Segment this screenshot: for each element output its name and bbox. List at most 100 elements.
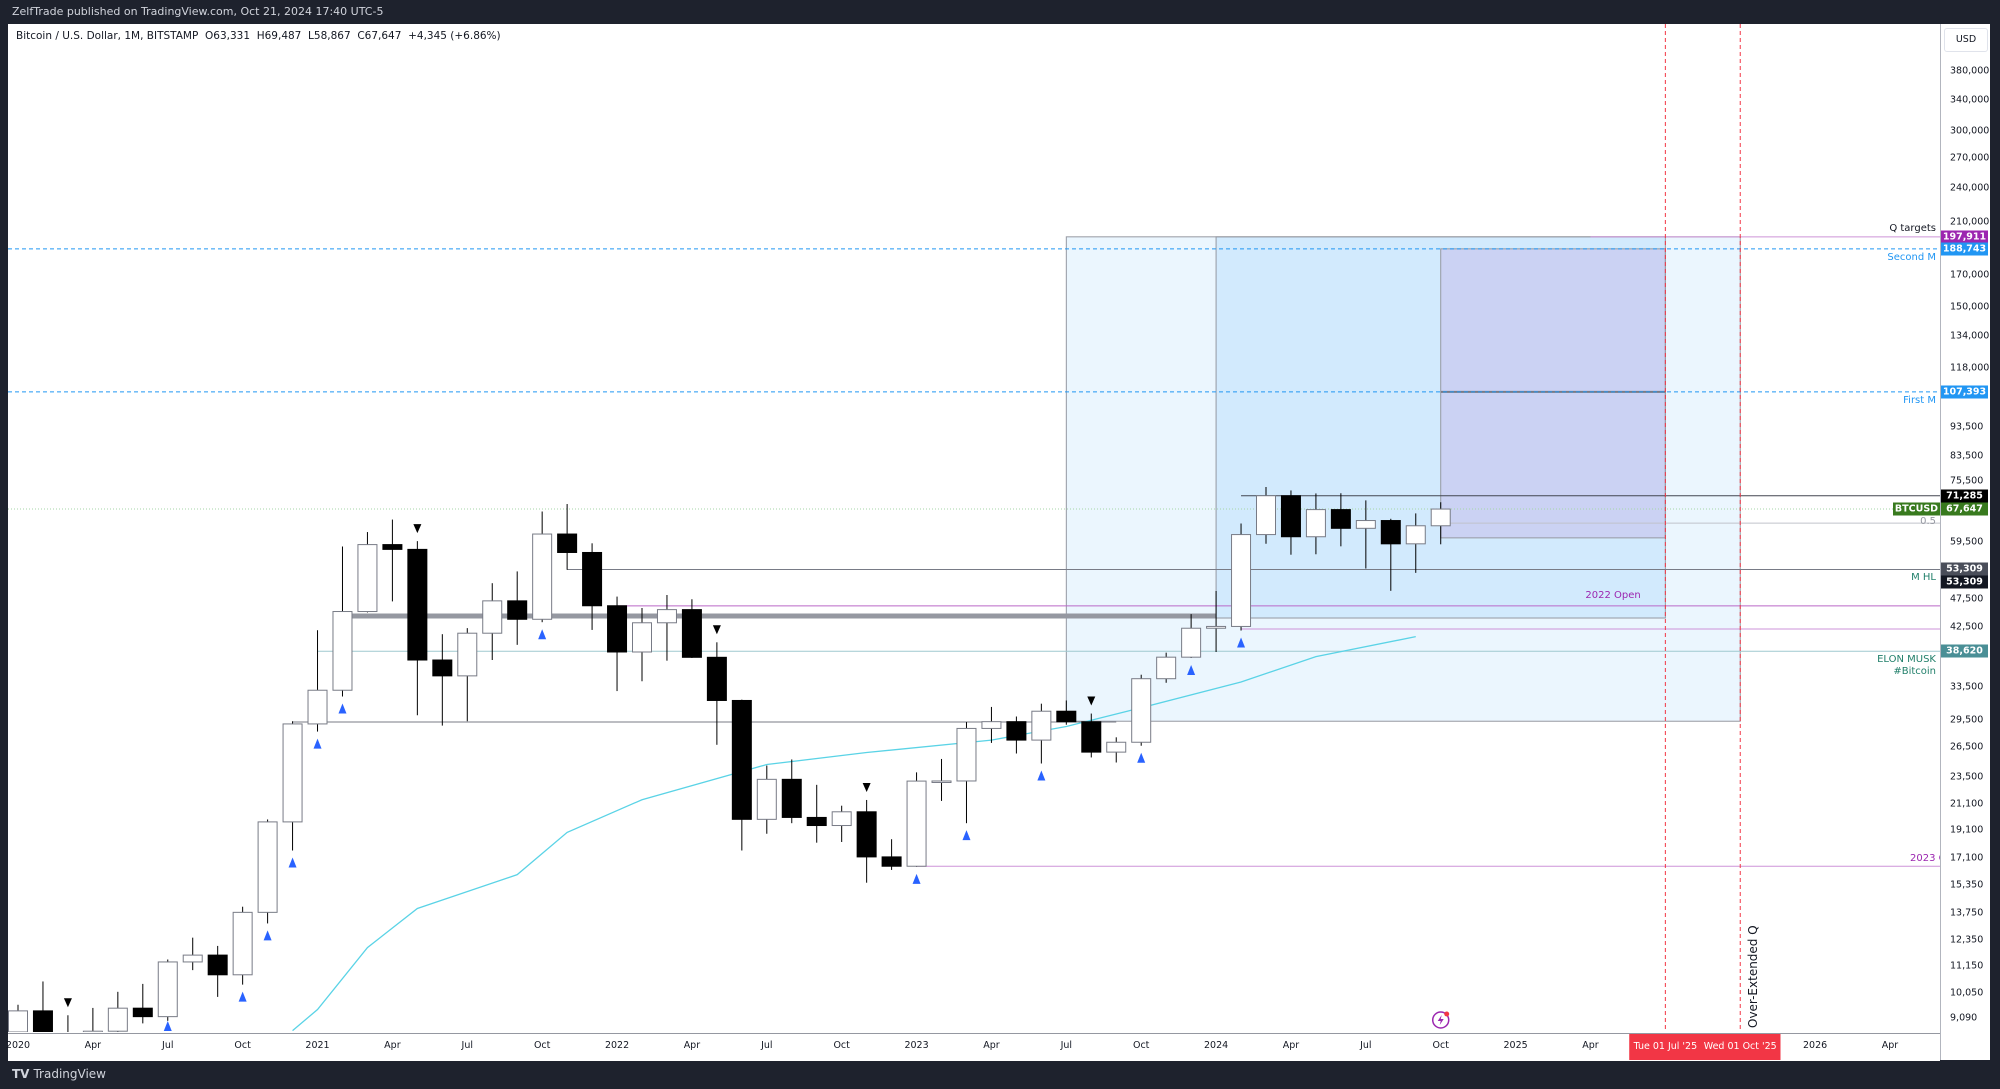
candle-body-2021-09 xyxy=(507,600,528,620)
price-tag: 38,620 xyxy=(1941,644,1988,658)
notification-dot-icon xyxy=(1444,1011,1450,1017)
target-box xyxy=(1440,248,1666,539)
price-tick-label: 12,350 xyxy=(1950,934,1984,946)
candle-body-2024-03 xyxy=(1256,495,1276,536)
up-triangle-marker-icon xyxy=(1137,752,1146,763)
price-tick-label: 93,500 xyxy=(1950,421,1984,433)
price-tick-label: 23,500 xyxy=(1950,771,1984,783)
time-tick-label: Apr xyxy=(983,1040,1000,1051)
time-tick-label: Apr xyxy=(384,1040,401,1051)
down-triangle-marker-icon xyxy=(413,524,422,534)
candle-body-2021-04 xyxy=(382,544,403,550)
candle-body-2023-01 xyxy=(906,780,927,867)
candle-body-2023-05 xyxy=(1006,721,1027,741)
candle-body-2024-10 xyxy=(1430,508,1451,527)
price-tick-label: 21,100 xyxy=(1950,798,1984,810)
price-tag: 53,309 xyxy=(1941,562,1988,576)
price-axis[interactable] xyxy=(1940,24,1991,1060)
down-triangle-marker-icon xyxy=(712,625,721,635)
open-2022-label: 2022 Open xyxy=(1585,589,1641,601)
candle-body-2020-06 xyxy=(132,1007,153,1018)
time-tick-label: Apr xyxy=(1881,1040,1899,1051)
candle-body-2020-04 xyxy=(82,1030,103,1032)
price-tick-label: 380,000 xyxy=(1950,65,1990,77)
time-highlight-tag: Wed 01 Oct '25 xyxy=(1699,1034,1781,1060)
ohlc-close: C67,647 xyxy=(357,30,402,42)
ohlc-high: H69,487 xyxy=(256,30,302,42)
candle-body-2020-08 xyxy=(182,954,203,963)
over-extended-q-label: Over-Extended Q xyxy=(1746,925,1760,1028)
price-tick-label: 11,150 xyxy=(1950,960,1984,972)
chart-pane[interactable] xyxy=(8,24,1940,1033)
time-tick-label: 2022 xyxy=(604,1040,630,1051)
price-tag: 107,393 xyxy=(1941,385,1988,399)
candle-body-2021-10 xyxy=(532,533,553,620)
outer-range-box xyxy=(1065,236,1741,722)
time-tick-label: Jul xyxy=(761,1040,773,1051)
time-axis[interactable] xyxy=(8,1033,1940,1061)
currency-button[interactable]: USD xyxy=(1944,28,1988,52)
price-tick-label: 300,000 xyxy=(1950,125,1990,137)
candle-body-2020-11 xyxy=(257,821,278,913)
time-tick-label: Oct xyxy=(1132,1040,1150,1051)
up-triangle-marker-icon xyxy=(338,703,347,714)
half-label: 0.5 xyxy=(1920,516,1936,528)
candle-body-2024-01 xyxy=(1206,625,1227,629)
price-tick-label: 210,000 xyxy=(1950,216,1990,228)
time-tick-label: Oct xyxy=(533,1040,551,1051)
price-tick-label: 75,500 xyxy=(1950,475,1984,487)
right-toolbar-strip xyxy=(1990,24,2000,1060)
price-tag: 53,309 xyxy=(1941,575,1988,589)
symbol-legend: Bitcoin / U.S. Dollar, 1M, BITSTAMP O63,… xyxy=(16,30,501,42)
lightning-bolt-icon xyxy=(1437,1015,1444,1025)
price-tick-label: 10,050 xyxy=(1950,987,1984,999)
price-tick-label: 42,500 xyxy=(1950,621,1984,633)
price-tick-label: 240,000 xyxy=(1950,182,1990,194)
price-tick-label: 150,000 xyxy=(1950,301,1990,313)
brand-name: TradingView xyxy=(33,1067,106,1081)
candle-body-2022-10 xyxy=(831,811,852,827)
time-tick-label: 2024 xyxy=(1203,1040,1229,1051)
up-triangle-marker-icon xyxy=(962,830,971,841)
candle-body-2020-07 xyxy=(157,961,178,1018)
candle-body-2022-03 xyxy=(656,609,677,624)
candle-body-2021-06 xyxy=(432,659,453,677)
candle-body-2020-10 xyxy=(232,911,253,976)
time-tick-label: Oct xyxy=(1432,1040,1449,1051)
candle-body-2022-09 xyxy=(806,816,827,827)
candle-body-2024-09 xyxy=(1405,525,1426,545)
candle-body-2024-07 xyxy=(1355,520,1376,529)
candle-body-2022-12 xyxy=(881,856,902,867)
candle-body-2024-08 xyxy=(1380,520,1401,545)
price-tick-label: 47,500 xyxy=(1950,593,1984,605)
price-tick-label: 26,500 xyxy=(1950,741,1984,753)
candle-body-2022-05 xyxy=(706,656,727,701)
symbol-tag: BTCUSD xyxy=(1893,502,1940,516)
price-tag: 67,647 xyxy=(1941,502,1988,516)
candle-body-2021-01 xyxy=(307,689,328,725)
price-tick-label: 15,350 xyxy=(1950,879,1984,891)
price-tag: 197,911 xyxy=(1941,230,1988,244)
candle-body-2021-03 xyxy=(357,544,378,613)
tradingview-logo-icon: TV xyxy=(12,1067,30,1081)
candle-body-2023-11 xyxy=(1156,656,1177,680)
candle-body-2022-08 xyxy=(781,778,802,818)
price-tick-label: 83,500 xyxy=(1950,450,1984,462)
price-tick-label: 134,000 xyxy=(1950,330,1990,342)
candle-body-2022-04 xyxy=(681,609,702,658)
open-2023-label: 2023 O xyxy=(1910,853,1940,865)
second-m-label: Second M xyxy=(1887,251,1936,263)
candle-body-2021-02 xyxy=(332,611,353,691)
up-triangle-marker-icon xyxy=(912,873,921,884)
time-tick-label: Jul xyxy=(1060,1040,1073,1051)
candle-body-2021-11 xyxy=(557,533,578,553)
down-triangle-marker-icon xyxy=(1087,696,1096,706)
up-triangle-marker-icon xyxy=(538,629,547,640)
up-triangle-marker-icon xyxy=(288,857,297,868)
candle-body-2021-08 xyxy=(482,600,503,634)
candle-body-2022-07 xyxy=(756,778,777,820)
symbol-title[interactable]: Bitcoin / U.S. Dollar, 1M, BITSTAMP xyxy=(16,30,199,42)
candle-body-2023-04 xyxy=(981,721,1002,729)
candle-body-2021-05 xyxy=(407,548,428,661)
